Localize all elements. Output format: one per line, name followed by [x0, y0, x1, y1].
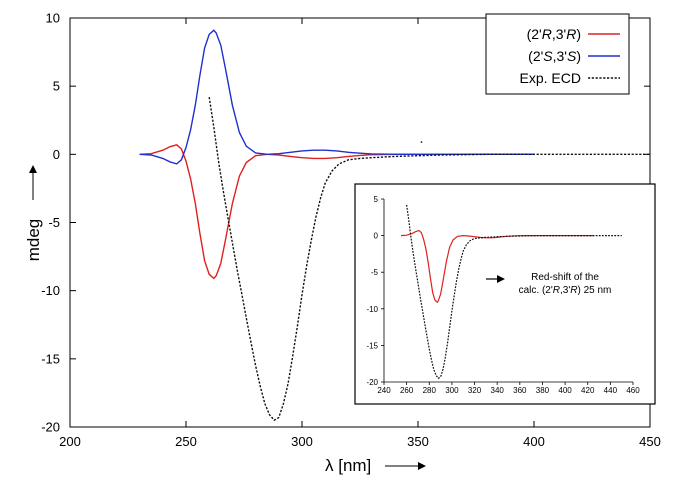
legend-label-1: (2'S,3'S)	[528, 48, 581, 64]
inset-frame	[354, 183, 656, 405]
main-y-tick-label: -15	[41, 351, 60, 366]
inset-x-tick-label: 460	[626, 386, 640, 395]
inset-x-tick-label: 380	[536, 386, 550, 395]
inset-series-line-1	[406, 204, 622, 380]
inset-x-tick-label: 420	[581, 386, 595, 395]
main-y-tick-label: 10	[46, 11, 60, 26]
main-series-line-1	[139, 29, 534, 165]
main-series-line-0	[139, 144, 534, 280]
legend-box	[485, 13, 630, 95]
inset-x-tick-label: 360	[513, 386, 527, 395]
main-y-axis-title: mdeg	[24, 219, 43, 262]
inset-y-tick-label: 0	[374, 232, 379, 241]
main-y-tick-label: -5	[48, 215, 60, 230]
inset-y-tick-label: -5	[371, 268, 379, 277]
main-x-tick-label: 200	[59, 434, 81, 449]
main-y-tick-label: -20	[41, 420, 60, 435]
stray-data-point	[420, 141, 423, 143]
legend-label-0: (2'R,3'R)	[527, 26, 581, 42]
x-arrow-head	[418, 462, 426, 470]
annotation-line-1: Red-shift of the	[531, 272, 599, 283]
legend-label-2: Exp. ECD	[520, 70, 581, 86]
inset-y-tick-label: 5	[374, 195, 379, 204]
inset-x-tick-label: 320	[468, 386, 482, 395]
main-x-tick-label: 450	[639, 434, 661, 449]
main-x-axis-title: λ [nm]	[325, 456, 371, 475]
inset-y-tick-label: -20	[366, 378, 378, 387]
main-series-line-2	[208, 96, 650, 422]
inset-x-tick-label: 260	[400, 386, 414, 395]
inset-x-tick-label: 440	[604, 386, 618, 395]
main-y-tick-label: -10	[41, 283, 60, 298]
inset-x-tick-label: 400	[558, 386, 572, 395]
main-x-tick-label: 350	[407, 434, 429, 449]
inset-x-tick-label: 280	[423, 386, 437, 395]
inset-y-tick-label: -15	[366, 341, 378, 350]
annotation-line-2: calc. (2'R,3'R) 25 nm	[519, 285, 612, 296]
y-arrow-head	[29, 165, 37, 173]
inset-y-tick-label: -10	[366, 305, 378, 314]
main-x-tick-label: 400	[523, 434, 545, 449]
main-x-tick-label: 300	[291, 434, 313, 449]
annotation-arrow-head	[497, 275, 505, 283]
inset-x-tick-label: 300	[445, 386, 459, 395]
main-y-tick-label: 5	[53, 79, 60, 94]
main-x-tick-label: 250	[175, 434, 197, 449]
inset-x-tick-label: 240	[377, 386, 391, 395]
inset-x-tick-label: 340	[491, 386, 505, 395]
main-y-tick-label: 0	[53, 147, 60, 162]
